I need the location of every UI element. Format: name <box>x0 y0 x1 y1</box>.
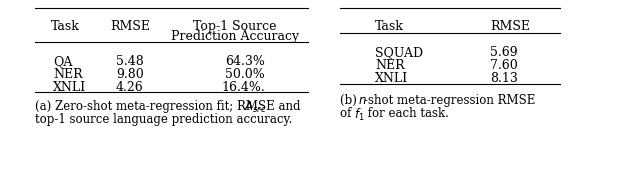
Text: (a) Zero-shot meta-regression fit; RMSE and: (a) Zero-shot meta-regression fit; RMSE … <box>35 100 304 113</box>
Text: QA: QA <box>53 55 72 68</box>
Text: NER: NER <box>53 68 83 81</box>
Text: -shot meta-regression RMSE: -shot meta-regression RMSE <box>364 94 536 107</box>
Text: 5.48: 5.48 <box>116 55 144 68</box>
Text: 5.69: 5.69 <box>490 46 518 59</box>
Text: 64.3%: 64.3% <box>225 55 265 68</box>
Text: of: of <box>340 107 355 120</box>
Text: Prediction Accuracy: Prediction Accuracy <box>171 30 299 43</box>
Text: Task: Task <box>51 20 79 33</box>
Text: 16.4%.: 16.4%. <box>221 81 265 94</box>
Text: 8.13: 8.13 <box>490 72 518 85</box>
Text: top-1 source language prediction accuracy.: top-1 source language prediction accurac… <box>35 113 292 126</box>
Text: $A_{src}$: $A_{src}$ <box>244 100 267 115</box>
Text: 4.26: 4.26 <box>116 81 144 94</box>
Text: 50.0%: 50.0% <box>225 68 265 81</box>
Text: RMSE: RMSE <box>490 20 530 33</box>
Text: SQUAD: SQUAD <box>375 46 423 59</box>
Text: (b): (b) <box>340 94 360 107</box>
Text: Task: Task <box>375 20 404 33</box>
Text: 9.80: 9.80 <box>116 68 144 81</box>
Text: for each task.: for each task. <box>364 107 449 120</box>
Text: 7.60: 7.60 <box>490 59 518 72</box>
Text: RMSE: RMSE <box>110 20 150 33</box>
Text: XNLI: XNLI <box>375 72 408 85</box>
Text: XNLI: XNLI <box>53 81 86 94</box>
Text: NER: NER <box>375 59 404 72</box>
Text: Top-1 Source: Top-1 Source <box>193 20 276 33</box>
Text: $f_1$: $f_1$ <box>354 107 364 123</box>
Text: $n$: $n$ <box>358 94 367 107</box>
